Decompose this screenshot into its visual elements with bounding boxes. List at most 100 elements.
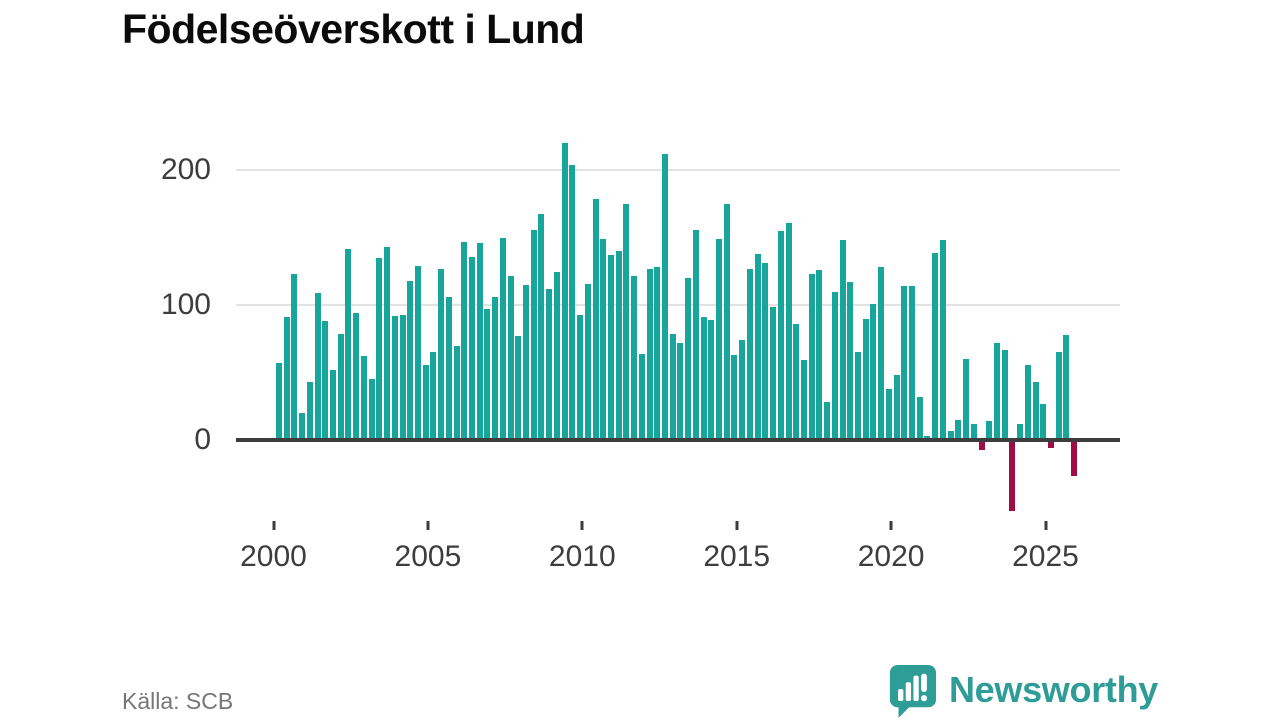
- bar-2007-q4: [515, 336, 522, 440]
- bar-2023-q4: [1009, 441, 1016, 512]
- bar-2018-q4: [855, 352, 861, 440]
- bar-2010-q1: [584, 283, 591, 440]
- bar-2007-q3: [507, 275, 514, 440]
- bar-2008-q2: [530, 229, 537, 440]
- bar-2018-q1: [831, 291, 838, 440]
- bar-2005-q2: [438, 268, 445, 440]
- bar-2019-q2: [870, 303, 877, 440]
- x-axis-tick-2010: [580, 521, 584, 530]
- bar-2016-q2: [777, 231, 784, 440]
- bar-2017-q1: [800, 360, 807, 440]
- bar-2024-q2: [1024, 364, 1031, 440]
- bar-2022-q3: [970, 423, 977, 440]
- bar-2005-q1: [430, 352, 437, 440]
- bar-2004-q2: [407, 280, 414, 440]
- bar-2024-q1: [1017, 423, 1024, 440]
- bar-2006-q4: [484, 309, 491, 440]
- x-axis-label-2000: 2000: [240, 540, 307, 573]
- bar-2024-q3: [1032, 382, 1039, 440]
- bar-2001-q4: [330, 369, 337, 440]
- bar-2008-q1: [523, 284, 530, 440]
- x-axis-tick-2005: [426, 521, 430, 530]
- bar-2022-q1: [955, 419, 962, 440]
- newsworthy-bubble-chart-icon: [887, 662, 937, 718]
- bar-2017-q4: [824, 402, 831, 440]
- bar-2025-q4: [1071, 441, 1078, 477]
- bar-2004-q1: [399, 314, 406, 440]
- bar-2011-q4: [638, 353, 645, 440]
- bar-2016-q1: [770, 306, 777, 440]
- bar-2020-q1: [893, 375, 900, 440]
- bar-2020-q4: [916, 396, 923, 440]
- brand-footer: Newsworthy: [887, 662, 1158, 718]
- bar-2010-q2: [592, 198, 599, 440]
- bar-2002-q3: [353, 313, 360, 440]
- bar-2002-q2: [345, 248, 352, 440]
- bar-2014-q4: [731, 355, 738, 440]
- source-note: Källa: SCB: [122, 688, 234, 714]
- brand-wordmark: Newsworthy: [948, 669, 1158, 710]
- bar-2025-q1: [1048, 441, 1054, 448]
- bar-2017-q3: [816, 270, 823, 440]
- zero-axis-line: [236, 438, 1120, 442]
- bar-2004-q4: [422, 364, 429, 440]
- bar-2025-q2: [1055, 352, 1062, 440]
- bar-2000-q3: [291, 274, 298, 440]
- bar-2017-q2: [808, 274, 815, 440]
- bar-2023-q2: [993, 342, 1000, 440]
- bar-2000-q4: [299, 413, 306, 440]
- bar-2002-q1: [337, 333, 344, 440]
- bar-2023-q1: [986, 421, 993, 440]
- bar-2019-q3: [878, 267, 885, 440]
- bar-2005-q4: [453, 345, 460, 440]
- bar-2021-q2: [932, 252, 939, 440]
- bar-2010-q3: [600, 239, 607, 440]
- bar-2003-q4: [391, 315, 398, 440]
- gridline-y-200: [236, 169, 1120, 172]
- bar-2016-q3: [785, 222, 792, 440]
- bar-2003-q1: [368, 379, 375, 440]
- bar-2006-q1: [461, 241, 468, 440]
- bar-2009-q4: [577, 314, 584, 440]
- bar-2008-q4: [546, 289, 553, 440]
- bar-2013-q2: [685, 278, 692, 440]
- x-axis-label-2020: 2020: [857, 540, 925, 573]
- bar-2003-q3: [384, 247, 391, 440]
- bar-2015-q4: [762, 263, 769, 440]
- bar-2003-q2: [376, 258, 383, 440]
- bar-2009-q1: [553, 271, 560, 440]
- bar-2021-q3: [939, 240, 946, 440]
- bar-2020-q2: [901, 286, 908, 440]
- bar-2007-q2: [499, 237, 506, 440]
- bar-2011-q1: [615, 251, 622, 440]
- bar-2001-q3: [322, 321, 329, 440]
- bar-2021-q4: [947, 430, 954, 440]
- bar-2008-q3: [538, 213, 545, 440]
- chart-title: Födelseöverskott i Lund: [122, 6, 585, 52]
- x-axis-label-2015: 2015: [703, 540, 771, 573]
- bar-2011-q2: [623, 204, 630, 440]
- bar-2015-q1: [739, 340, 746, 440]
- bar-2018-q2: [839, 240, 846, 440]
- bar-2025-q3: [1063, 334, 1070, 440]
- bar-2006-q2: [469, 256, 475, 440]
- bar-2009-q2: [561, 143, 568, 440]
- bar-2018-q3: [847, 282, 854, 440]
- bar-2001-q2: [314, 293, 321, 440]
- bar-2010-q4: [607, 255, 614, 440]
- y-axis-label-0: 0: [194, 423, 211, 456]
- bar-2013-q1: [677, 342, 684, 440]
- bar-2021-q1: [924, 435, 931, 440]
- bar-2015-q3: [754, 253, 761, 440]
- bar-2020-q3: [909, 286, 916, 440]
- bar-2004-q3: [414, 266, 421, 440]
- gridline-y-100: [236, 304, 1120, 307]
- bar-2006-q3: [476, 243, 483, 440]
- bar-2015-q2: [746, 268, 753, 440]
- x-axis-label-2010: 2010: [548, 540, 616, 573]
- bar-2023-q3: [1001, 349, 1008, 440]
- bar-2005-q3: [445, 297, 452, 440]
- bar-2012-q2: [654, 267, 661, 440]
